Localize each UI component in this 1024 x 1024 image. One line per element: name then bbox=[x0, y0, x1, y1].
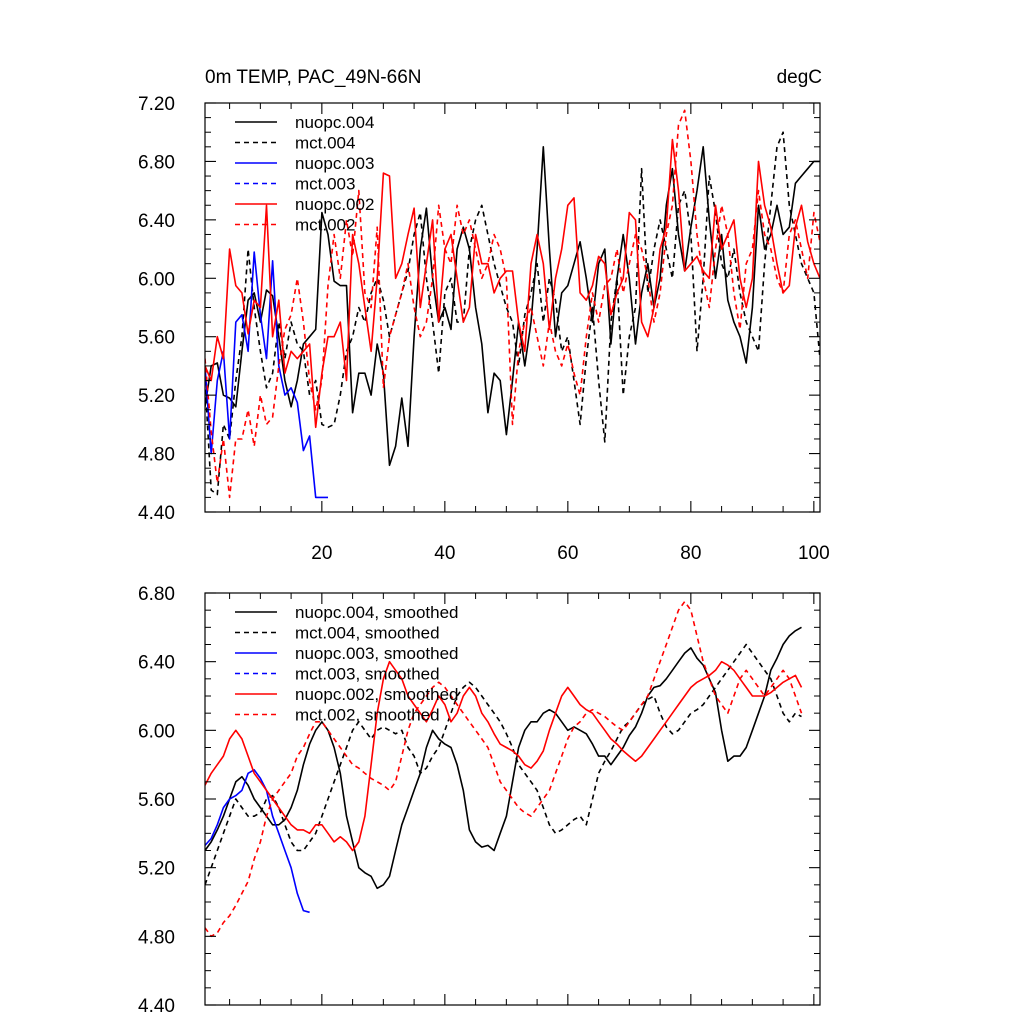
x-tick-label: 80 bbox=[680, 543, 701, 564]
legend-label: mct.003, smoothed bbox=[295, 665, 440, 684]
y-tick-label: 6.40 bbox=[138, 653, 175, 674]
legend-label: nuopc.003 bbox=[295, 154, 374, 173]
x-tick-label: 100 bbox=[798, 543, 830, 564]
y-tick-label: 5.60 bbox=[138, 328, 175, 349]
y-tick-label: 6.80 bbox=[138, 152, 175, 173]
y-tick-label: 6.00 bbox=[138, 721, 175, 742]
y-tick-label: 5.20 bbox=[138, 386, 175, 407]
series-line bbox=[205, 109, 820, 499]
series-group bbox=[205, 109, 820, 499]
bottom-panel: 4.40 4.80 5.20 5.60 6.00 6.40 6.80 nuopc.004, s… bbox=[138, 584, 821, 1017]
y-tick-label: 6.40 bbox=[138, 211, 175, 232]
y-tick-label: 4.40 bbox=[138, 996, 175, 1017]
series-line bbox=[205, 626, 802, 890]
series-group bbox=[205, 600, 803, 938]
x-tick-label: 40 bbox=[434, 543, 455, 564]
series-line bbox=[205, 146, 820, 467]
y-tick-label: 6.00 bbox=[138, 269, 175, 290]
legend-label: nuopc.004, smoothed bbox=[295, 603, 459, 622]
y-tick-label: 5.60 bbox=[138, 790, 175, 811]
y-tick-label: 4.80 bbox=[138, 927, 175, 948]
top-chart-title: 0m TEMP, PAC_49N-66N bbox=[205, 67, 421, 88]
series-line bbox=[205, 138, 820, 429]
x-tick-label: 20 bbox=[311, 543, 332, 564]
series-line bbox=[205, 643, 802, 886]
series-line bbox=[205, 600, 803, 938]
series-line bbox=[205, 768, 310, 914]
series-line bbox=[205, 251, 328, 499]
legend-label: mct.004, smoothed bbox=[295, 624, 440, 643]
legend-label: nuopc.002, smoothed bbox=[295, 685, 459, 704]
legend-label: nuopc.004 bbox=[295, 113, 374, 132]
legend-label: nuopc.003, smoothed bbox=[295, 644, 459, 663]
y-tick-label: 4.40 bbox=[138, 503, 175, 524]
legend-label: mct.004 bbox=[295, 134, 355, 153]
y-tick-label: 7.20 bbox=[138, 94, 175, 115]
y-tick-label: 6.80 bbox=[138, 584, 175, 605]
y-tick-label: 5.20 bbox=[138, 859, 175, 880]
top-panel: 0m TEMP, PAC_49N-66N degC 4.40 4.80 5.20 5.… bbox=[138, 67, 830, 564]
series-line bbox=[205, 660, 803, 852]
y-tick-label: 4.80 bbox=[138, 445, 175, 466]
legend-label: nuopc.002 bbox=[295, 195, 374, 214]
legend-label: mct.002, smoothed bbox=[295, 706, 440, 725]
top-chart-units: degC bbox=[777, 67, 822, 88]
legend-label: mct.002 bbox=[295, 216, 355, 235]
x-tick-label: 60 bbox=[557, 543, 578, 564]
legend-label: mct.003 bbox=[295, 175, 355, 194]
